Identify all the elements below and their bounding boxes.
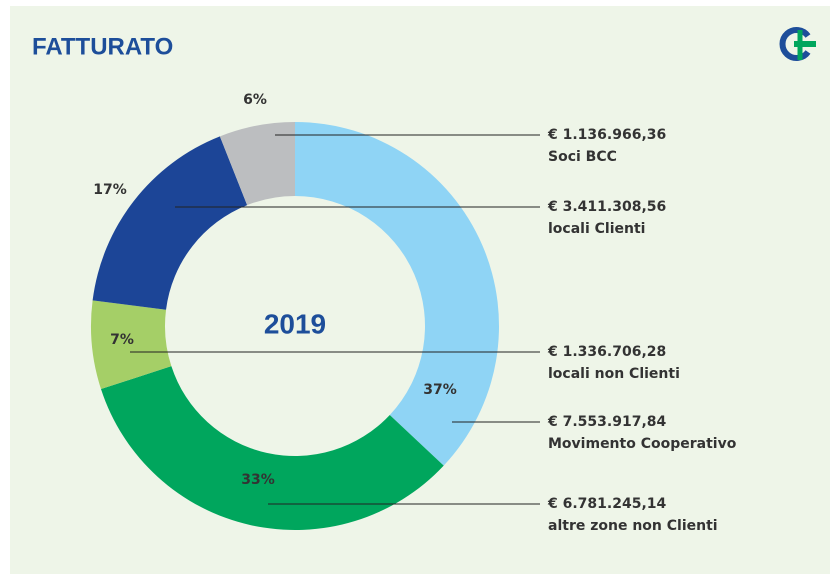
logo (779, 27, 816, 61)
percent-label: 37% (423, 382, 457, 398)
amount-label: € 1.336.706,28 (547, 344, 666, 360)
percent-label: 33% (241, 472, 275, 488)
percent-label: 17% (93, 182, 127, 198)
amount-label: € 7.553.917,84 (547, 414, 667, 430)
donut-segment (219, 122, 295, 206)
donut-segment (100, 366, 444, 531)
category-label: locali non Clienti (548, 366, 680, 382)
category-label: Soci BCC (548, 149, 617, 165)
percent-label: 7% (110, 332, 134, 348)
amount-label: € 3.411.308,56 (547, 199, 666, 215)
chart-title: FATTURATO (32, 33, 173, 60)
amount-label: € 6.781.245,14 (547, 496, 667, 512)
amount-label: € 1.136.966,36 (547, 127, 666, 143)
category-label: altre zone non Clienti (548, 518, 718, 534)
percent-label: 6% (243, 92, 267, 108)
category-label: locali Clienti (548, 221, 645, 237)
category-label: Movimento Cooperativo (548, 436, 737, 452)
donut-segment (92, 136, 248, 310)
donut-segment (91, 300, 172, 390)
center-label: 2019 (264, 308, 326, 339)
donut-segment (295, 122, 500, 466)
